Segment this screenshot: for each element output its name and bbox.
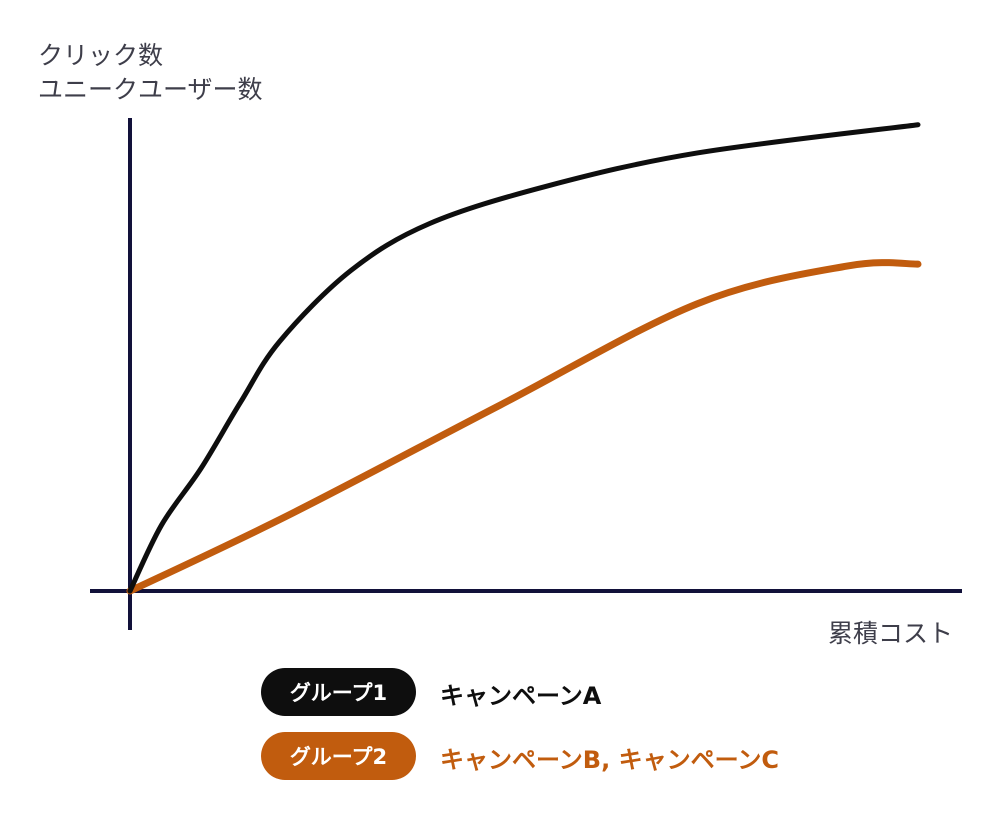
- y-axis-label-2: ユニークユーザー数: [38, 75, 263, 104]
- legend-group-2-badge: グループ2: [261, 732, 416, 780]
- series-line-group-1: [127, 122, 921, 594]
- x-axis-label: 累積コスト: [828, 619, 954, 648]
- legend-group-1-text: キャンペーンA: [440, 682, 602, 710]
- legend-group-2-text: キャンペーンB, キャンペーンC: [440, 746, 779, 774]
- series-line-group-2: [126, 259, 922, 595]
- legend-group-1-badge: グループ1: [261, 668, 416, 716]
- y-axis-label-1: クリック数: [38, 41, 164, 70]
